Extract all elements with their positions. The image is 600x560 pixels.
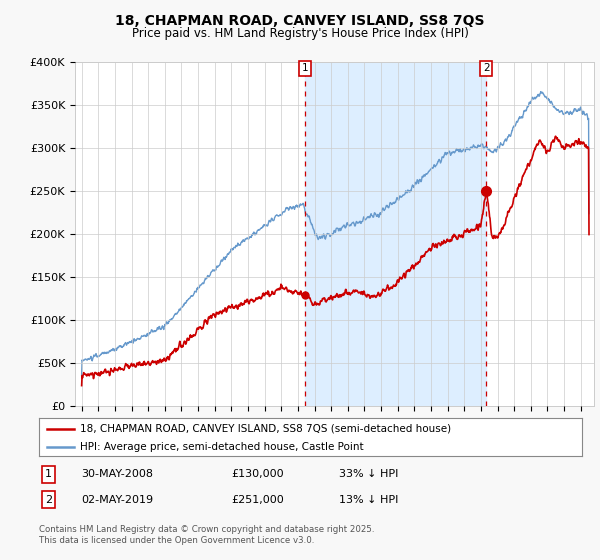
Text: 02-MAY-2019: 02-MAY-2019 — [81, 494, 153, 505]
Text: 33% ↓ HPI: 33% ↓ HPI — [339, 469, 398, 479]
Text: 30-MAY-2008: 30-MAY-2008 — [81, 469, 153, 479]
Text: 2: 2 — [483, 63, 490, 73]
Text: Contains HM Land Registry data © Crown copyright and database right 2025.
This d: Contains HM Land Registry data © Crown c… — [39, 525, 374, 545]
Text: £130,000: £130,000 — [231, 469, 284, 479]
Text: 13% ↓ HPI: 13% ↓ HPI — [339, 494, 398, 505]
Text: 1: 1 — [45, 469, 52, 479]
Text: 18, CHAPMAN ROAD, CANVEY ISLAND, SS8 7QS: 18, CHAPMAN ROAD, CANVEY ISLAND, SS8 7QS — [115, 14, 485, 28]
Text: HPI: Average price, semi-detached house, Castle Point: HPI: Average price, semi-detached house,… — [80, 442, 364, 452]
Text: 1: 1 — [301, 63, 308, 73]
Text: 2: 2 — [45, 494, 52, 505]
Text: £251,000: £251,000 — [231, 494, 284, 505]
Bar — [305, 62, 487, 406]
Text: 18, CHAPMAN ROAD, CANVEY ISLAND, SS8 7QS (semi-detached house): 18, CHAPMAN ROAD, CANVEY ISLAND, SS8 7QS… — [80, 424, 451, 434]
Text: Price paid vs. HM Land Registry's House Price Index (HPI): Price paid vs. HM Land Registry's House … — [131, 27, 469, 40]
